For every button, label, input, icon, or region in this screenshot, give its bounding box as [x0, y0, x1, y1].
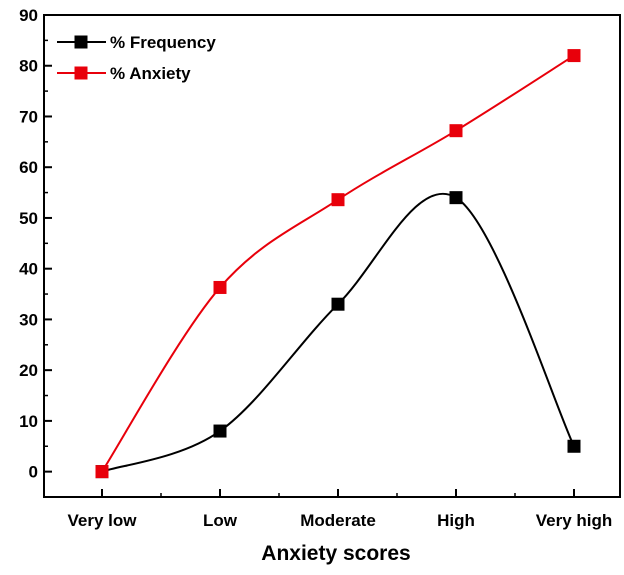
x-tick-label: Moderate — [300, 511, 376, 530]
legend-label: % Anxiety — [110, 64, 191, 83]
chart-series — [95, 49, 581, 479]
chart-legend: % Frequency % Anxiety — [57, 33, 216, 83]
y-tick-label: 0 — [29, 463, 38, 482]
series-line-frequency — [101, 192, 575, 473]
y-tick-label: 60 — [19, 158, 38, 177]
y-axis-ticks: 0 10 20 30 40 50 60 70 80 90 — [19, 6, 52, 482]
y-tick-label: 50 — [19, 209, 38, 228]
data-point-anxiety — [567, 49, 581, 63]
series-anxiety — [95, 49, 581, 479]
legend-label: % Frequency — [110, 33, 216, 52]
x-tick-label: Very low — [68, 511, 138, 530]
x-axis-ticks: Very low Low Moderate High Very high — [68, 489, 613, 530]
y-tick-label: 70 — [19, 107, 38, 126]
x-tick-label: High — [437, 511, 475, 530]
legend-marker — [74, 66, 88, 80]
chart-axes — [43, 14, 621, 498]
data-point-frequency — [567, 439, 581, 453]
x-tick-label: Low — [203, 511, 238, 530]
data-point-anxiety — [449, 124, 463, 138]
y-tick-label: 40 — [19, 260, 38, 279]
y-tick-label: 20 — [19, 361, 38, 380]
x-tick-label: Very high — [536, 511, 613, 530]
data-point-frequency — [331, 297, 345, 311]
y-tick-label: 80 — [19, 57, 38, 76]
legend-marker — [74, 35, 88, 49]
data-point-anxiety — [213, 280, 227, 294]
data-point-frequency — [213, 424, 227, 438]
y-tick-label: 90 — [19, 6, 38, 25]
series-line-anxiety — [101, 54, 575, 473]
x-axis-title: Anxiety scores — [261, 542, 410, 565]
y-tick-label: 30 — [19, 310, 38, 329]
y-tick-label: 10 — [19, 412, 38, 431]
data-point-anxiety — [95, 465, 109, 479]
series-frequency — [95, 191, 581, 479]
data-point-frequency — [449, 191, 463, 205]
data-point-anxiety — [331, 193, 345, 207]
plot-frame — [43, 14, 621, 498]
